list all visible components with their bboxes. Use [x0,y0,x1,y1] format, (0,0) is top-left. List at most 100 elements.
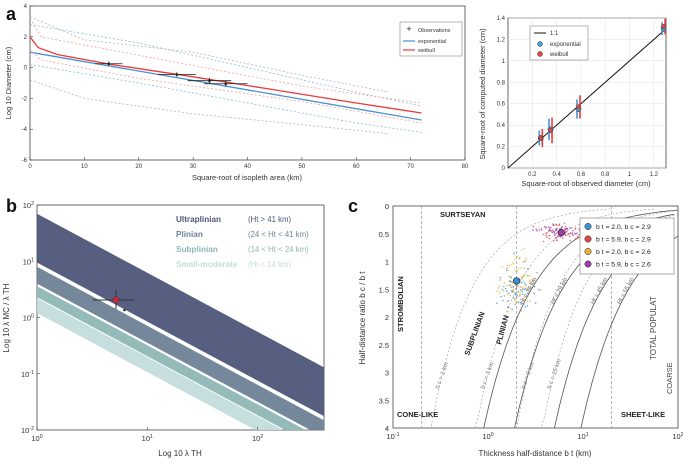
cluster-point-0 [524,306,527,308]
legend-weib-label: weibull [417,48,435,54]
legend-range-1: (24 < Ht < 41 km) [248,230,309,239]
observation-point-0 [107,62,111,66]
cluster-point-2 [514,259,516,261]
cluster-point-3 [555,232,558,235]
cluster-point-3 [538,229,540,231]
chart-a-right: 0.2 0.4 0.6 0.8 1 1.2 0 0.2 0.4 0.6 0.8 1 1.2 1.4 Squ… [478,16,667,188]
data-point-small [123,308,126,312]
cluster-point-0 [504,287,507,290]
cluster-point-3 [552,231,554,233]
cluster-point-2 [514,288,517,290]
cluster-point-3 [541,229,543,231]
cluster-point-2 [534,277,536,280]
cluster-point-2 [506,264,509,267]
cluster-point-1 [564,226,567,228]
cluster-point-2 [519,293,522,295]
cluster-point-2 [521,249,523,251]
cluster-point-0 [538,288,540,291]
cluster-point-3 [571,233,574,236]
cluster-point-3 [532,229,534,231]
cluster-point-1 [565,234,567,237]
weib-point-1 [548,128,553,133]
cluster-point-1 [542,233,544,236]
y-axis-label: Square-root of computed diameter (cm) [478,28,487,160]
x-tick-label: 0.8 [601,172,610,178]
cluster-point-2 [502,290,505,292]
plot-area [29,5,466,161]
label-total-population: TOTAL POPULAT [649,296,658,360]
cluster-point-1 [566,229,569,231]
cluster-point-0 [526,305,529,307]
cluster-point-0 [536,272,538,274]
band-legend: Ultraplinian (Ht > 41 km) Plinian (24 < Ht … [176,215,309,269]
legend-name-2: Subplinian [176,245,218,254]
y-tick-label: -4 [22,127,28,133]
cluster-point-2 [506,284,508,287]
cluster-point-0 [511,308,513,311]
cluster-point-0 [506,267,508,270]
cluster-point-2 [507,311,509,313]
cluster-point-3 [561,226,564,228]
cluster-point-2 [514,270,516,272]
cluster-point-3 [572,229,574,232]
y-tick-label: 2 [24,35,28,41]
cluster-point-0 [512,297,515,299]
y-tick-label: 101 [23,257,34,266]
legend-label-1: b t = 5.9, b c = 2.9 [596,237,651,244]
cluster-point-2 [511,291,513,293]
y-tick-label: 3 [385,369,389,378]
y-tick-label: 1.4 [497,16,506,22]
cluster-point-1 [564,231,567,234]
cluster-point-0 [507,305,509,308]
legend-weib-marker [537,51,543,57]
cluster-point-2 [522,287,524,290]
x-tick-label: 20 [135,164,142,170]
legend-label-3: b t = 5.9, b c = 2.6 [596,262,651,269]
cluster-point-1 [545,234,548,237]
cluster-point-0 [533,292,535,295]
cluster-point-2 [510,286,512,289]
cluster-point-2 [526,300,529,302]
label-strombolian: STROMBOLIAN [396,276,405,332]
cluster-point-2 [510,263,513,266]
cluster-point-1 [553,232,555,235]
cluster-point-0 [512,285,515,288]
y-tick-label: -6 [22,158,28,164]
x-tick-label: 0.2 [528,172,537,178]
chart-a-left: 0 10 20 30 40 50 60 70 80 -6 -4 -2 0 2 4 Square-root o… [4,4,469,182]
cluster-point-2 [516,301,519,303]
cluster-point-3 [548,227,551,229]
cluster-point-1 [576,237,579,239]
y-tick-label: 10-2 [21,426,34,435]
cluster-point-2 [529,300,532,302]
cluster-point-3 [578,233,580,236]
y-axis-label: Log 10 λ MC / λ TH [2,283,11,352]
legend-1to1-label: 1:1 [550,31,559,37]
band-small-moderate [37,298,284,430]
y-tick-label: 0 [502,166,506,172]
x-tick-label: 70 [407,164,414,170]
legend-marker-1 [584,235,592,243]
x-tick-label: 100 [31,434,42,443]
legend-exp-marker [537,41,543,47]
cluster-point-0 [516,294,518,297]
weib-point-2 [576,104,581,110]
cluster-point-1 [556,239,558,241]
cluster-point-2 [539,289,542,291]
y-tick-label: 1 [385,258,389,267]
cluster-point-3 [535,228,537,231]
y-axis-label: Log 10 Diameter (cm) [4,46,13,119]
cluster-point-1 [569,239,572,242]
cluster-point-3 [553,224,555,227]
cluster-point-0 [513,252,515,254]
x-tick-label: 1 [628,172,632,178]
cluster-point-0 [502,285,505,288]
cluster-point-2 [526,288,528,290]
cluster-point-2 [511,281,514,283]
cluster-point-2 [521,261,524,264]
x-tick-label: 100 [482,432,493,441]
cluster-point-1 [550,226,552,229]
x-tick-label: 0 [28,164,32,170]
y-tick-label: 102 [23,201,34,210]
